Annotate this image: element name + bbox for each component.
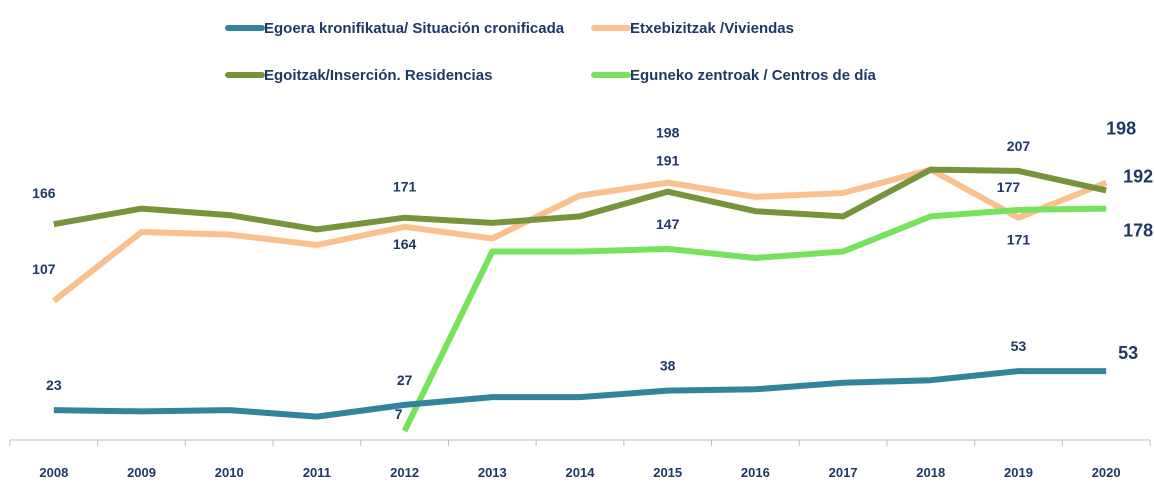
x-tick-label: 2017 [829, 465, 858, 479]
data-label: 107 [32, 261, 56, 277]
x-tick-label: 2011 [303, 465, 331, 479]
data-label: 177 [997, 179, 1021, 195]
data-label: 207 [1007, 138, 1031, 154]
data-label: 191 [656, 153, 680, 169]
data-label: 23 [46, 377, 62, 393]
data-label: 171 [393, 179, 417, 195]
data-label: 7 [395, 406, 403, 422]
x-tick-label: 2012 [390, 465, 419, 479]
series-line [53, 368, 1107, 420]
data-label: 198 [1106, 119, 1136, 139]
x-tick-label: 2014 [566, 465, 596, 479]
x-tick-label: 2019 [1004, 465, 1033, 479]
data-label: 53 [1011, 338, 1027, 354]
data-label: 27 [397, 372, 413, 388]
legend-label: Etxebizitzak /Viviendas [630, 20, 794, 37]
series-line [401, 205, 1107, 433]
data-label: 192 [1123, 166, 1153, 186]
data-label: 178 [1123, 221, 1153, 241]
data-label: 147 [656, 216, 680, 232]
x-tick-label: 2015 [653, 465, 682, 479]
x-tick-label: 2009 [127, 465, 156, 479]
data-label: 166 [32, 185, 56, 201]
data-label: 38 [660, 358, 676, 374]
x-tick-label: 2018 [916, 465, 945, 479]
legend-label: Egoera kronifikatua/ Situación cronifica… [264, 20, 565, 37]
series-line [53, 166, 1107, 233]
x-tick-label: 2013 [478, 465, 507, 479]
series-line [51, 166, 1108, 304]
x-tick-label: 2016 [741, 465, 770, 479]
x-tick-label: 2020 [1092, 465, 1121, 479]
data-label: 53 [1118, 343, 1138, 363]
data-label: 164 [393, 236, 417, 252]
legend-label: Egoitzak/Inserción. Residencias [264, 67, 492, 84]
x-tick-label: 2010 [215, 465, 244, 479]
data-label: 171 [1007, 232, 1031, 248]
data-label: 198 [656, 125, 680, 141]
legend-label: Eguneko zentroak / Centros de día [630, 67, 877, 84]
x-tick-label: 2008 [39, 465, 68, 479]
